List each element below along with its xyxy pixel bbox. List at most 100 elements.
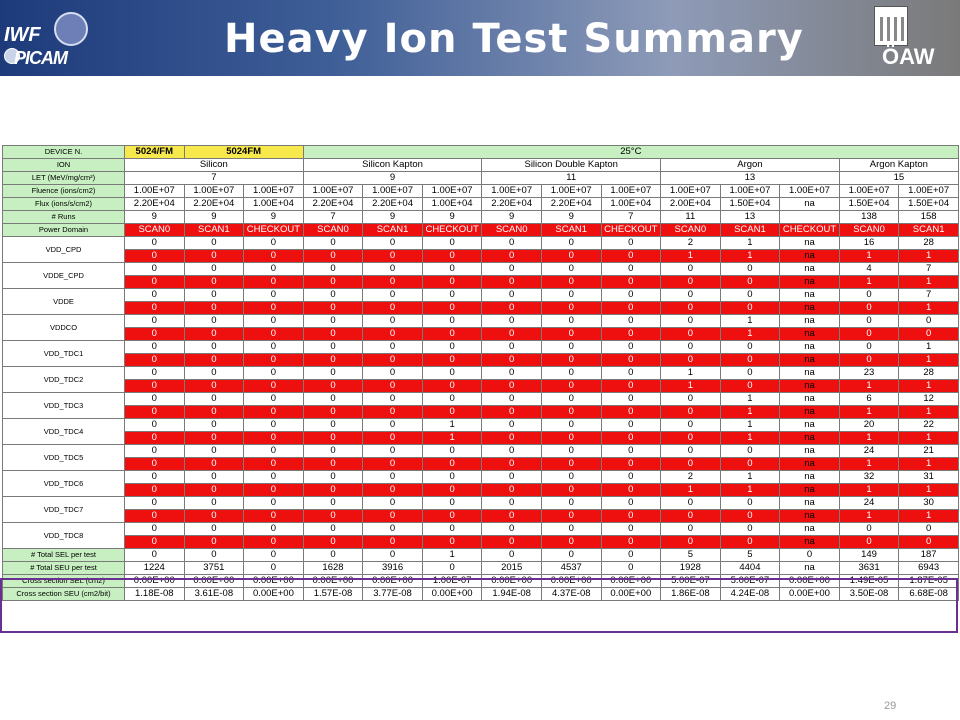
seu-cell: 0 <box>421 275 483 289</box>
flux-cell: 1.00E+04 <box>243 197 304 211</box>
seu-cell: 0 <box>838 327 900 341</box>
seu-cell: 0 <box>481 301 542 315</box>
power-cell: SCAN1 <box>898 223 959 237</box>
sel-cell: 0 <box>421 236 483 250</box>
ion-cell: Silicon Double Kapton <box>481 158 662 172</box>
sel-cell: 0 <box>421 522 483 536</box>
seu-cell: 0 <box>421 405 483 419</box>
seu-cell: 1 <box>838 457 900 471</box>
seu-cell: 0 <box>421 483 483 497</box>
seu-cell: 0 <box>124 353 185 367</box>
sel-cell: 0 <box>719 444 781 458</box>
power-row: Power Domain SCAN0 SCAN1 CHECKOUT SCAN0 SCAN1… <box>2 223 959 237</box>
seu-cell: 0 <box>600 431 662 445</box>
sel-cell: 0 <box>302 392 364 406</box>
seu-cell: 0 <box>660 431 721 445</box>
sel-cell: 0 <box>302 236 364 250</box>
seu-cell: 0 <box>362 509 423 523</box>
sel-cell: 0 <box>183 262 245 276</box>
sel-cell: 0 <box>124 418 185 432</box>
seu-cell: 0 <box>421 535 483 549</box>
xseu-cell: 6.68E-08 <box>898 587 959 601</box>
sel-cell: na <box>779 366 840 380</box>
domain-name: VDDE_CPD <box>2 262 125 289</box>
total-sel-row: # Total SEL per test 0 0 0 0 0 1 0 0 0 5 5 0 149 187 <box>2 548 959 562</box>
seu-cell: 0 <box>660 327 721 341</box>
seu-cell: 0 <box>183 379 245 393</box>
seu-cell: 0 <box>481 535 542 549</box>
sel-cell: 0 <box>481 262 542 276</box>
seu-cell: 0 <box>183 353 245 367</box>
runs-cell: 7 <box>302 210 364 224</box>
sel-cell: 0 <box>421 340 483 354</box>
domain-sel-row: VDDCO 0 0 0 0 0 0 0 0 0 0 1 na 0 0 <box>2 314 959 341</box>
fluence-cell: 1.00E+07 <box>481 184 542 198</box>
seu-cell: 0 <box>302 327 364 341</box>
sel-cell: 23 <box>838 366 900 380</box>
sel-cell: 0 <box>481 444 542 458</box>
seu-cell: 1 <box>719 327 781 341</box>
sel-cell: 0 <box>124 366 185 380</box>
seu-cell: 0 <box>124 509 185 523</box>
total-sel-cell: 5 <box>660 548 721 562</box>
flux-cell: 2.20E+04 <box>124 197 185 211</box>
sel-cell: 0 <box>540 444 602 458</box>
fluence-cell: 1.00E+07 <box>719 184 781 198</box>
fluence-cell: 1.00E+07 <box>600 184 662 198</box>
power-cell: SCAN1 <box>362 223 423 237</box>
sel-cell: 0 <box>660 496 721 510</box>
sel-cell: 0 <box>243 470 304 484</box>
sel-cell: 0 <box>838 288 900 302</box>
sel-cell: 32 <box>838 470 900 484</box>
total-sel-cell: 0 <box>540 548 602 562</box>
domain-name: VDDE <box>2 288 125 315</box>
sel-cell: 0 <box>183 340 245 354</box>
seu-cell: 0 <box>243 457 304 471</box>
seu-cell: 0 <box>362 405 423 419</box>
sel-cell: 0 <box>243 366 304 380</box>
sel-cell: 0 <box>302 470 364 484</box>
sel-cell: 0 <box>481 340 542 354</box>
runs-cell: 9 <box>183 210 245 224</box>
total-seu-cell: 0 <box>600 561 662 575</box>
sel-cell: 0 <box>540 392 602 406</box>
flux-cell: 2.20E+04 <box>362 197 423 211</box>
seu-cell: 0 <box>124 327 185 341</box>
sel-cell: 0 <box>481 496 542 510</box>
seu-cell: 0 <box>243 301 304 315</box>
seu-cell: 0 <box>719 275 781 289</box>
domain-sel-row: VDD_TDC6 0 0 0 0 0 0 0 0 0 2 1 na 32 31 <box>2 470 959 497</box>
seu-cell: 1 <box>660 483 721 497</box>
total-sel-cell: 0 <box>779 548 840 562</box>
seu-cell: 0 <box>540 379 602 393</box>
sel-cell: 0 <box>898 314 959 328</box>
sel-cell: 1 <box>719 236 781 250</box>
seu-cell: 1 <box>838 275 900 289</box>
seu-cell: 0 <box>600 353 662 367</box>
sel-cell: 0 <box>302 288 364 302</box>
seu-cell: 0 <box>421 249 483 263</box>
fluence-cell: 1.00E+07 <box>779 184 840 198</box>
seu-cell: 0 <box>898 327 959 341</box>
runs-cell: 138 <box>838 210 900 224</box>
seu-cell: 1 <box>719 483 781 497</box>
iwf-picam-logo: IWF PICAM <box>4 10 90 68</box>
seu-cell: na <box>779 457 840 471</box>
sel-cell: 0 <box>838 314 900 328</box>
total-seu-cell: 2015 <box>481 561 542 575</box>
sel-cell: 0 <box>719 340 781 354</box>
seu-cell: 0 <box>660 457 721 471</box>
sel-cell: 0 <box>124 496 185 510</box>
seu-cell: 1 <box>838 405 900 419</box>
xseu-cell: 4.24E-08 <box>719 587 781 601</box>
fluence-cell: 1.00E+07 <box>540 184 602 198</box>
xseu-cell: 3.61E-08 <box>183 587 245 601</box>
power-cell: SCAN1 <box>719 223 781 237</box>
seu-cell: 0 <box>362 379 423 393</box>
seu-cell: 0 <box>600 301 662 315</box>
sel-cell: na <box>779 288 840 302</box>
sel-cell: 0 <box>540 418 602 432</box>
flux-cell: 2.00E+04 <box>660 197 721 211</box>
seu-cell: 0 <box>540 301 602 315</box>
sel-cell: 0 <box>540 522 602 536</box>
